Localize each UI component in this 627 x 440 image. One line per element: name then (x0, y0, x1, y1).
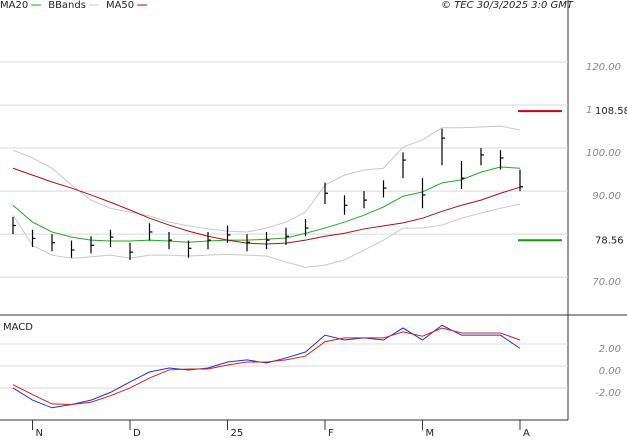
legend-label: BBands (48, 0, 86, 11)
x-tick-label: F (328, 428, 334, 439)
legend-label: MA50 (106, 0, 134, 11)
y-tick-label: 120.00 (586, 62, 621, 73)
y-tick-label: 0.00 (599, 366, 621, 377)
y-tick-label: -2.00 (595, 388, 621, 399)
annotation-label: 78.56 (595, 235, 624, 246)
macd-title: MACD (3, 322, 33, 333)
macd-line (12, 327, 521, 405)
annotation-label: 108.58 (595, 106, 627, 117)
legend-label: MA20 (0, 0, 28, 11)
y-tick-label: 90.00 (592, 191, 621, 202)
series-line (12, 203, 521, 268)
y-tick-label: 70.00 (592, 277, 621, 288)
macd-line (12, 324, 521, 409)
x-tick-label: 25 (231, 428, 244, 439)
annotation-bg (593, 233, 627, 247)
x-tick-label: N (36, 428, 43, 439)
series-line (12, 125, 521, 233)
y-tick-label: 100.00 (586, 148, 621, 159)
x-tick-label: D (133, 428, 141, 439)
annotation-bg (593, 104, 627, 118)
source: © TEC 30/3/2025 3:0 GMT (441, 0, 574, 11)
y-tick-label: 2.00 (599, 344, 621, 355)
x-tick-label: A (523, 428, 530, 439)
x-tick-label: M (426, 428, 435, 439)
